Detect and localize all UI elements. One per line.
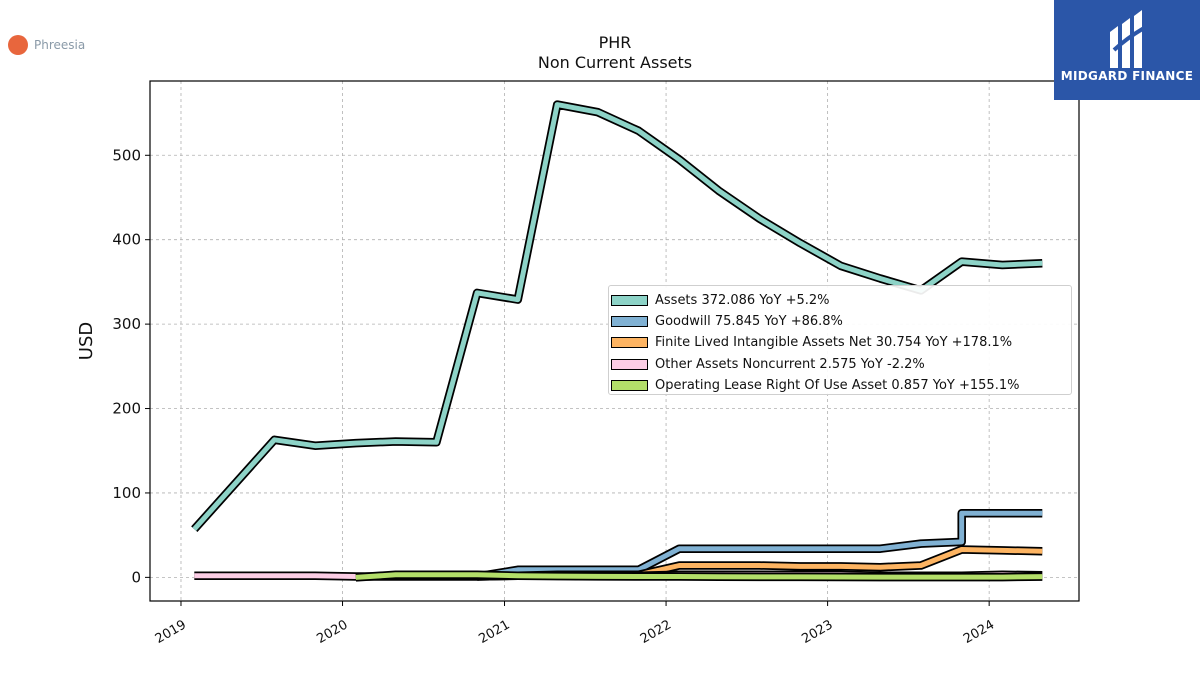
series-2-line xyxy=(476,510,1043,579)
x-tick-label-2020: 2020 xyxy=(314,617,350,647)
brand-name: Phreesia xyxy=(34,38,86,52)
brand-dot-icon xyxy=(8,35,28,55)
midgard-mark-icon xyxy=(1110,10,1146,68)
legend-item-1: Assets 372.086 YoY +5.2% xyxy=(609,290,1071,311)
series-lines xyxy=(191,100,1043,582)
legend-label-1: Assets 372.086 YoY +5.2% xyxy=(655,293,830,309)
chart-legend: Assets 372.086 YoY +5.2% Goodwill 75.845 … xyxy=(608,285,1072,395)
legend-item-3: Finite Lived Intangible Assets Net 30.75… xyxy=(609,332,1071,353)
legend-label-5: Operating Lease Right Of Use Asset 0.857… xyxy=(655,377,1020,393)
legend-swatch-1 xyxy=(611,295,648,307)
y-tick-label-100: 100 xyxy=(112,484,141,502)
y-tick-label-300: 300 xyxy=(112,315,141,333)
chart-subtitle: Non Current Assets xyxy=(537,53,693,72)
x-tick-label-2023: 2023 xyxy=(799,617,835,647)
legend-label-3: Finite Lived Intangible Assets Net 30.75… xyxy=(655,335,1013,351)
brand-logo: Phreesia xyxy=(8,35,85,55)
legend-swatch-5 xyxy=(611,379,648,391)
legend-swatch-4 xyxy=(611,358,648,370)
legend-label-4: Other Assets Noncurrent 2.575 YoY -2.2% xyxy=(655,356,925,372)
chart-title: PHR xyxy=(598,33,632,52)
chart-titles: PHR Non Current Assets xyxy=(415,33,815,73)
legend-swatch-2 xyxy=(611,316,648,328)
series-5-line xyxy=(355,572,1043,580)
watermark-logo: MIDGARD FINANCE xyxy=(1054,0,1200,100)
x-tick-label-2022: 2022 xyxy=(638,617,674,647)
legend-item-4: Other Assets Noncurrent 2.575 YoY -2.2% xyxy=(609,354,1071,375)
y-tick-label-500: 500 xyxy=(112,146,141,164)
legend-swatch-3 xyxy=(611,337,648,349)
y-axis-label: USD xyxy=(76,322,97,360)
watermark-text: MIDGARD FINANCE xyxy=(1060,69,1194,83)
y-tick-label-200: 200 xyxy=(112,400,141,418)
y-tick-label-400: 400 xyxy=(112,231,141,249)
legend-item-5: Operating Lease Right Of Use Asset 0.857… xyxy=(609,375,1071,396)
series-2 xyxy=(476,508,1043,581)
x-tick-label-2021: 2021 xyxy=(476,617,512,647)
x-tick-label-2019: 2019 xyxy=(153,617,189,647)
x-tick-label-2024: 2024 xyxy=(961,617,997,647)
legend-label-2: Goodwill 75.845 YoY +86.8% xyxy=(655,314,843,330)
plot-frame xyxy=(149,80,1080,602)
series-5 xyxy=(355,570,1043,582)
y-tick-label-0: 0 xyxy=(131,568,141,586)
legend-item-2: Goodwill 75.845 YoY +86.8% xyxy=(609,311,1071,332)
